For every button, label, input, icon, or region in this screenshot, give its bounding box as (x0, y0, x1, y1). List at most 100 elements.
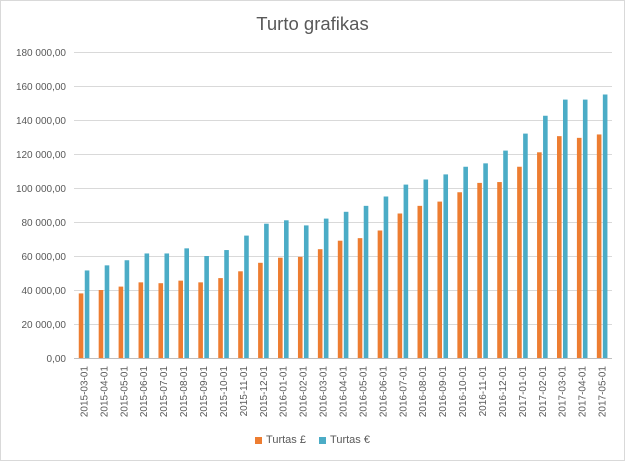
x-tick-label: 2016-07-01 (398, 366, 409, 418)
bar-eur (403, 184, 409, 358)
bar-gbp (517, 166, 522, 358)
x-tick-label: 2015-11-01 (239, 366, 250, 417)
x-tick-label: 2017-05-01 (598, 366, 609, 418)
y-tick-label: 160 000,00 (16, 82, 66, 93)
x-tick-label: 2016-04-01 (339, 366, 350, 418)
legend-label-gbp: Turtas £ (266, 434, 306, 447)
bar-eur (164, 253, 170, 358)
legend-swatch-gbp (255, 436, 263, 444)
bar-eur (204, 256, 209, 358)
legend: Turtas £ Turtas € (1, 434, 624, 446)
x-tick-label: 2016-10-01 (458, 366, 469, 418)
x-tick-label: 2015-08-01 (179, 366, 190, 418)
x-tick-label: 2017-02-01 (538, 366, 549, 418)
bar-gbp (297, 256, 303, 358)
bar-gbp (238, 271, 243, 358)
x-tick-label: 2015-06-01 (139, 366, 150, 418)
x-tick-label: 2017-04-01 (578, 366, 589, 418)
x-tick-label: 2016-03-01 (319, 366, 330, 418)
bar-eur (523, 133, 528, 358)
bar-gbp (417, 205, 423, 358)
bar-gbp (138, 282, 144, 358)
bar-eur (343, 211, 349, 358)
x-tick-label: 2016-08-01 (418, 366, 429, 418)
bar-gbp (576, 137, 582, 358)
x-tick-label: 2016-01-01 (279, 366, 290, 418)
legend-swatch-eur (319, 436, 327, 444)
y-tick-label: 140 000,00 (16, 116, 66, 127)
bar-eur (264, 223, 269, 358)
bar-eur (323, 218, 329, 358)
y-tick-label: 180 000,00 (16, 48, 66, 59)
y-tick-label: 80 000,00 (22, 218, 67, 229)
bar-eur (184, 248, 189, 358)
x-tick-label: 2015-04-01 (99, 366, 110, 418)
chart-title: Turto grafikas (256, 13, 369, 34)
bar-gbp (556, 136, 562, 358)
bar-gbp (377, 230, 383, 358)
bar-eur (244, 235, 249, 358)
bar-eur (562, 99, 568, 358)
y-tick-label: 100 000,00 (16, 184, 66, 195)
bar-gbp (198, 282, 203, 358)
bar-gbp (317, 249, 323, 358)
x-tick-label: 2017-03-01 (558, 366, 569, 418)
bar-eur (543, 115, 548, 358)
x-tick-label: 2016-02-01 (299, 366, 310, 418)
bar-gbp (477, 182, 482, 358)
y-tick-label: 20 000,00 (22, 320, 67, 331)
x-tick-label: 2015-07-01 (159, 366, 170, 418)
bar-gbp (218, 278, 223, 358)
bar-gbp (258, 262, 263, 358)
bar-gbp (178, 280, 183, 358)
bar-gbp (98, 290, 104, 358)
x-tick-label: 2016-06-01 (378, 366, 389, 418)
x-tick-label: 2016-11-01 (478, 366, 489, 417)
x-tick-label: 2016-12-01 (498, 366, 509, 418)
bar-eur (582, 99, 588, 358)
bar-gbp (497, 182, 502, 358)
bar-gbp (537, 152, 542, 358)
bar-gbp (457, 192, 462, 358)
bar-eur (124, 260, 130, 358)
bar-eur (483, 163, 488, 358)
x-tick-label: 2015-09-01 (199, 366, 210, 418)
bar-gbp (357, 238, 363, 358)
bar-gbp (78, 293, 84, 358)
bar-gbp (397, 213, 403, 358)
legend-item-gbp: Turtas £ (255, 434, 306, 446)
bar-eur (84, 270, 90, 358)
bar-eur (463, 166, 468, 358)
bar-gbp (596, 134, 602, 358)
x-tick-label: 2015-10-01 (219, 366, 230, 418)
bar-eur (503, 150, 508, 358)
y-tick-label: 60 000,00 (22, 252, 67, 263)
x-tick-label: 2015-05-01 (119, 366, 130, 418)
x-tick-label: 2017-01-01 (518, 366, 529, 418)
bar-gbp (337, 240, 343, 358)
bar-eur (284, 220, 289, 358)
y-tick-label: 40 000,00 (22, 286, 67, 297)
bar-eur (104, 265, 110, 358)
y-tick-label: 120 000,00 (16, 150, 66, 161)
bar-gbp (437, 201, 443, 358)
x-tick-label: 2016-09-01 (438, 366, 449, 418)
bar-eur (383, 196, 389, 358)
legend-item-eur: Turtas € (319, 434, 370, 446)
bar-eur (144, 253, 150, 358)
bar-eur (363, 205, 369, 358)
x-tick-label: 2015-12-01 (259, 366, 270, 418)
bar-gbp (278, 257, 283, 358)
x-tick-label: 2015-03-01 (79, 366, 90, 418)
bar-eur (303, 225, 309, 358)
y-tick-label: 0,00 (47, 354, 67, 365)
bar-gbp (158, 283, 164, 358)
bar-eur (443, 174, 449, 358)
bar-gbp (118, 286, 124, 358)
bar-eur (224, 250, 229, 358)
bar-eur (423, 179, 429, 358)
bar-eur (602, 94, 608, 358)
legend-label-eur: Turtas € (330, 434, 370, 447)
